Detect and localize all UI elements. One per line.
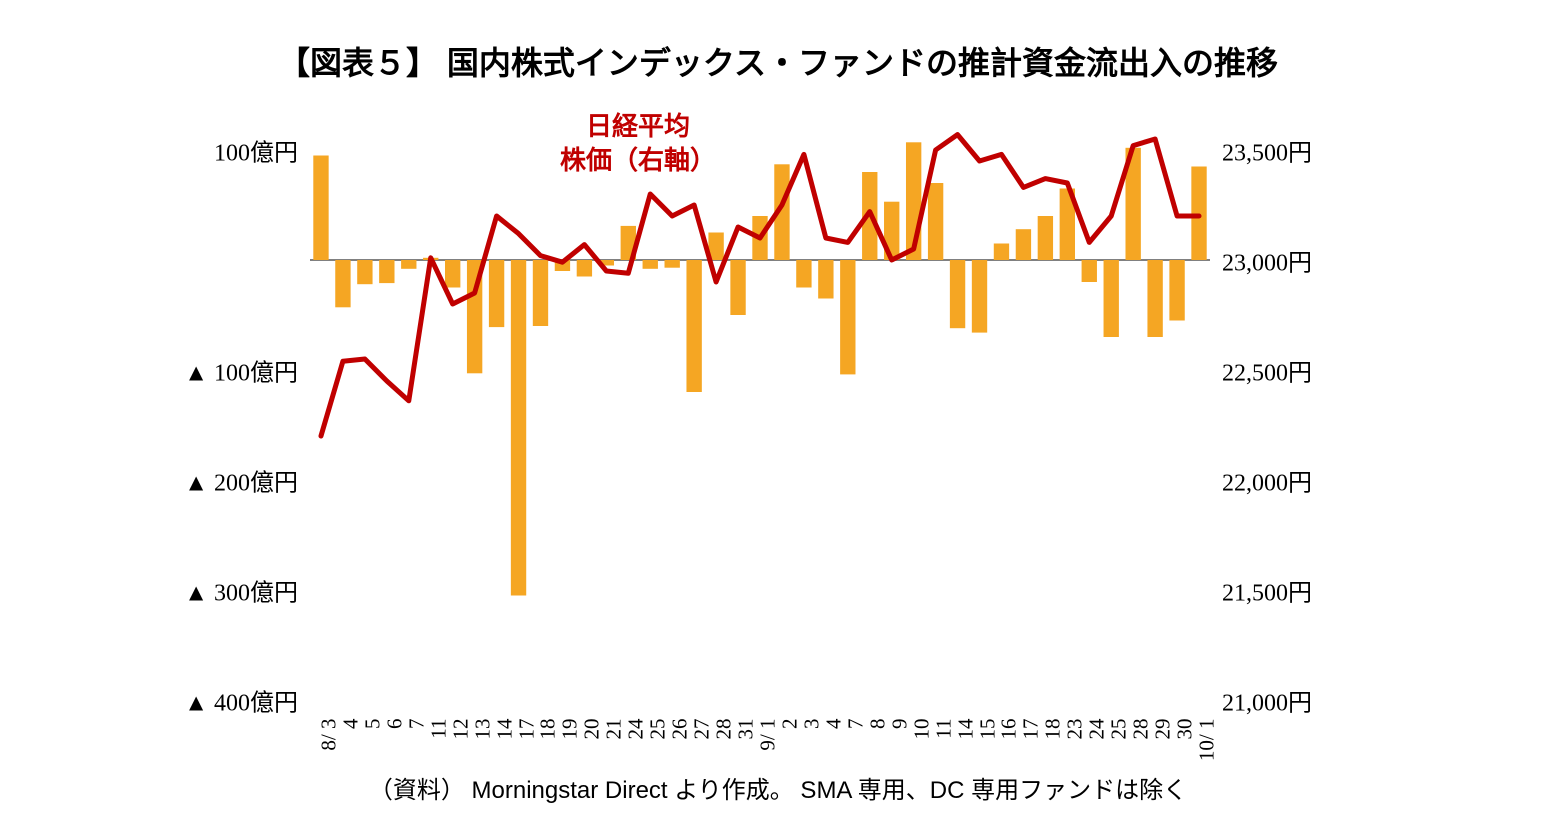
y-right-tick: 21,000円 [1222,683,1312,718]
x-tick: 13 [470,719,495,740]
line-series-label: 日経平均株価（右軸） [560,110,716,178]
chart-source-note: （資料） Morningstar Direct より作成。 SMA 専用、DC … [0,770,1556,805]
figure-wrap: 【図表５】 国内株式インデックス・ファンドの推計資金流出入の推移 日経平均株価（… [0,0,1556,821]
chart-title: 【図表５】 国内株式インデックス・ファンドの推計資金流出入の推移 [0,38,1556,84]
x-tick: 12 [448,719,473,740]
chart-svg [310,150,1210,700]
chart-plot-area: 日経平均株価（右軸） 100億円▲ 100億円▲ 200億円▲ 300億円▲ 4… [310,150,1210,700]
x-tick: 9 [887,719,912,730]
y-right-tick: 23,500円 [1222,133,1312,168]
y-right-tick: 21,500円 [1222,573,1312,608]
x-tick: 10/ 1 [1195,719,1220,762]
y-left-tick: ▲ 200億円 [184,463,298,498]
x-tick: 14 [492,719,517,740]
y-right-tick: 22,500円 [1222,353,1312,388]
x-tick: 11 [426,719,451,739]
x-tick: 11 [931,719,956,739]
y-left-tick: ▲ 400億円 [184,683,298,718]
y-left-tick: 100億円 [214,133,298,168]
y-left-tick: ▲ 300億円 [184,573,298,608]
y-right-tick: 22,000円 [1222,463,1312,498]
x-tick: 14 [953,719,978,740]
y-left-tick: ▲ 100億円 [184,353,298,388]
y-right-tick: 23,000円 [1222,243,1312,278]
x-tick: 10 [909,719,934,740]
x-tick: 8 [865,719,890,730]
